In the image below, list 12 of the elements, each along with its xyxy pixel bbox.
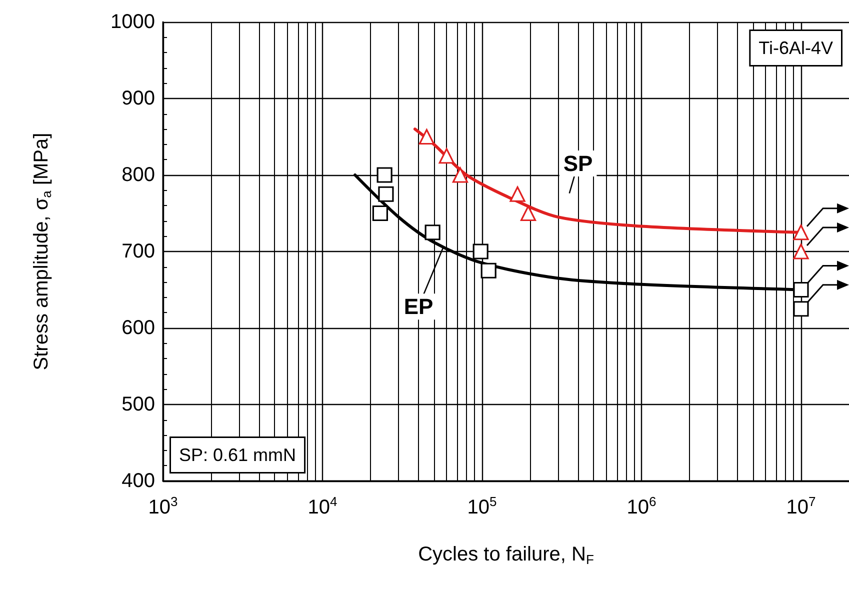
y-tick-label: 800 [122, 164, 155, 186]
y-tick-label: 400 [122, 470, 155, 492]
annotation: SP [563, 151, 593, 176]
y-tick-label: 1000 [110, 11, 155, 33]
annotation: Ti-6Al-4V [758, 38, 833, 58]
annotation: EP [404, 294, 434, 320]
y-tick-label: 900 [122, 88, 155, 110]
y-tick-label: 500 [122, 394, 155, 416]
y-tick-label: 600 [122, 317, 155, 339]
y-tick-label: 700 [122, 240, 155, 262]
y-axis-title: Stress amplitude, σa [MPa] [30, 132, 54, 370]
annotation: SP: 0.61 mmN [179, 445, 296, 465]
